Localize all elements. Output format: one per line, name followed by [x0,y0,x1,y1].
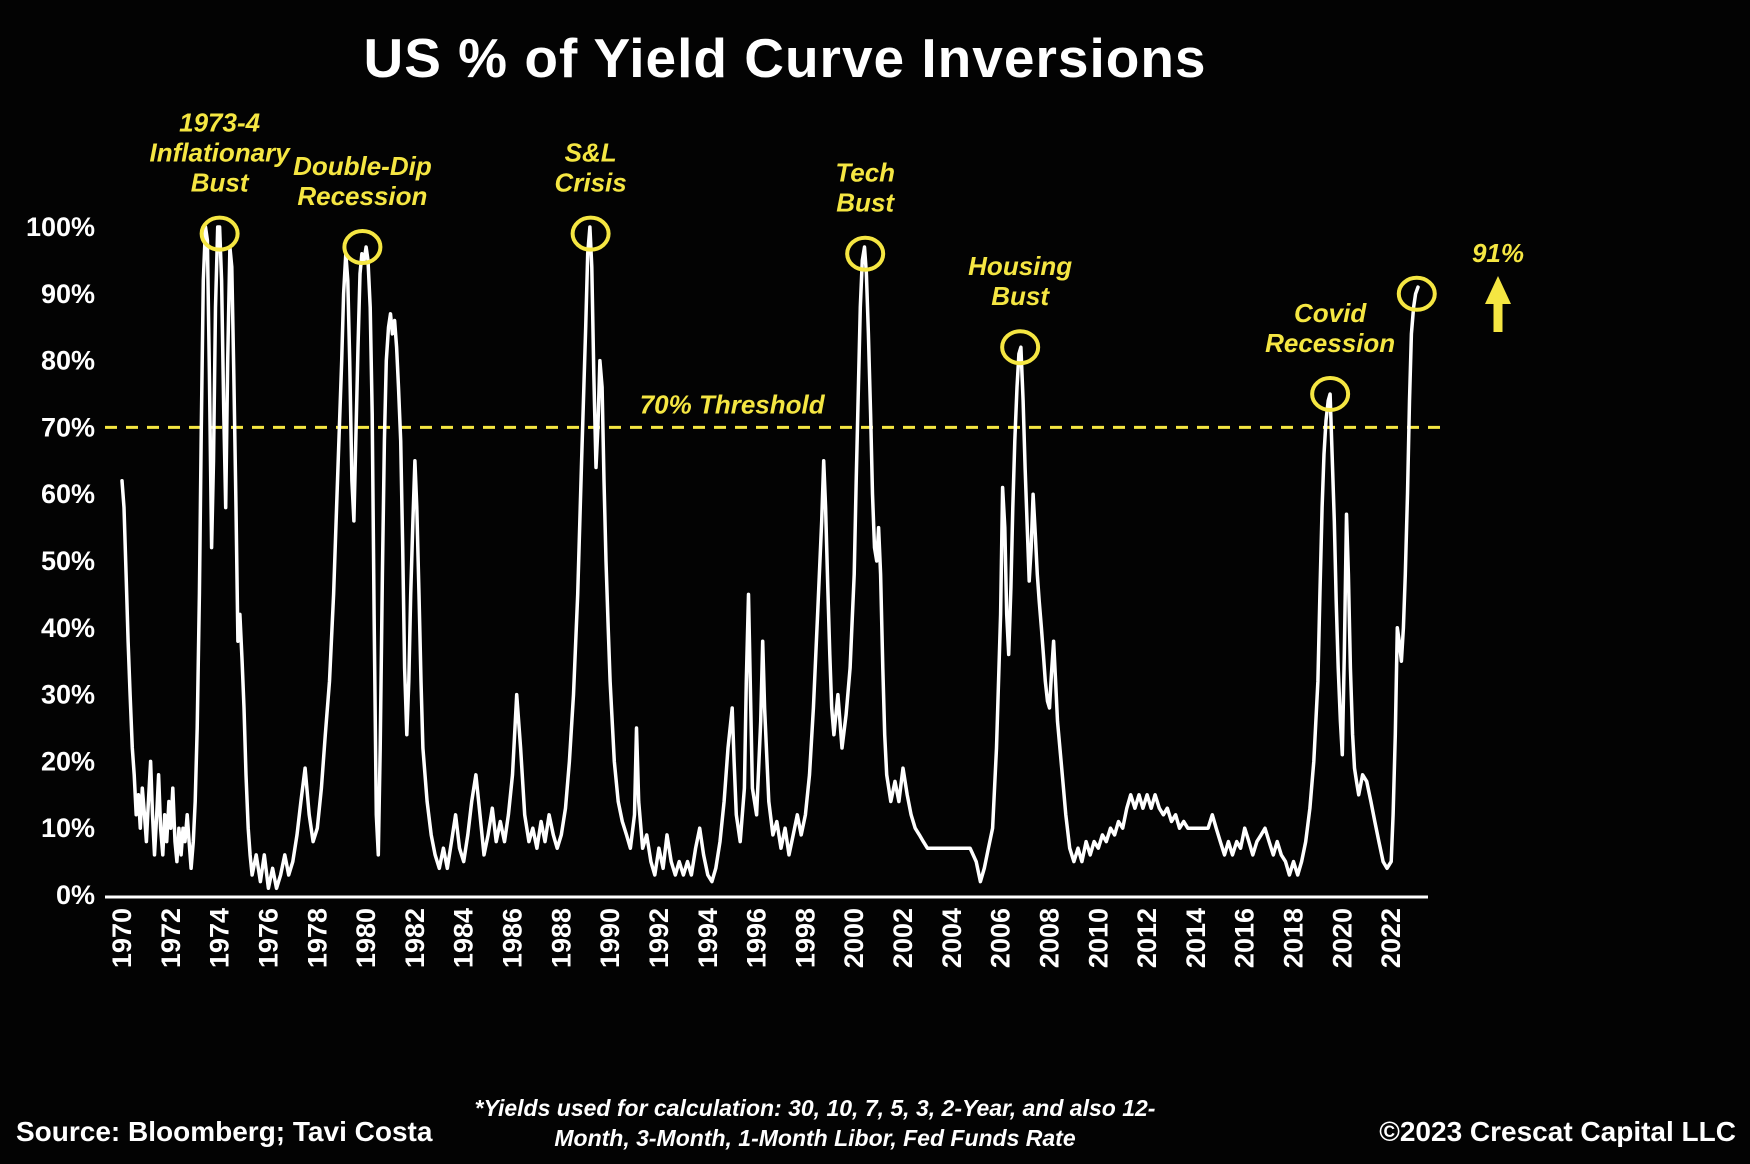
annotation-label: Inflationary [150,138,292,168]
y-tick-label: 40% [41,613,95,643]
annotation-label: Recession [297,181,427,211]
x-tick-label: 1978 [302,908,332,968]
annotation-label: Bust [991,281,1050,311]
annotation-label: Crisis [554,168,626,198]
x-tick-label: 1972 [156,908,186,968]
annotation-label: Bust [836,188,895,218]
annotation-label: Tech [835,158,895,188]
y-tick-label: 0% [56,880,95,910]
x-tick-label: 1976 [253,908,283,968]
x-tick-label: 1996 [742,908,772,968]
annotation-circle [1000,329,1041,366]
y-tick-label: 100% [26,212,95,242]
x-tick-label: 2014 [1181,908,1211,968]
x-tick-label: 2004 [937,908,967,968]
annotation-label: Covid [1294,298,1367,328]
annotation-circle [1396,275,1437,312]
annotation-label: Double-Dip [293,151,432,181]
y-tick-label: 60% [41,479,95,509]
footnote-line-1: *Yields used for calculation: 30, 10, 7,… [474,1095,1156,1122]
x-tick-label: 1984 [449,908,479,968]
x-tick-label: 1998 [790,908,820,968]
x-tick-label: 1980 [351,908,381,968]
annotation-circle [199,215,240,252]
latest-value-label: 91% [1472,238,1524,268]
x-tick-label: 1986 [498,908,528,968]
x-tick-label: 1988 [546,908,576,968]
y-tick-label: 20% [41,746,95,776]
up-arrow-icon [1485,276,1511,304]
annotation-circle [570,215,611,252]
y-tick-label: 90% [41,279,95,309]
x-tick-label: 2022 [1376,908,1406,968]
x-tick-label: 2012 [1132,908,1162,968]
annotation-label: Bust [191,168,250,198]
x-tick-label: 1982 [400,908,430,968]
y-tick-label: 50% [41,546,95,576]
calculation-footnote: *Yields used for calculation: 30, 10, 7,… [440,1094,1190,1154]
x-tick-label: 2006 [986,908,1016,968]
annotation-label: Housing [968,251,1072,281]
source-credit: Source: Bloomberg; Tavi Costa [16,1116,433,1147]
x-tick-label: 2008 [1034,908,1064,968]
annotation-label: Recession [1265,328,1395,358]
x-tick-label: 2016 [1230,908,1260,968]
y-tick-label: 10% [41,813,95,843]
x-tick-label: 2010 [1083,908,1113,968]
chart-title: US % of Yield Curve Inversions [363,27,1207,89]
y-tick-label: 70% [41,412,95,442]
x-tick-label: 1974 [205,908,235,968]
threshold-label: 70% Threshold [640,389,826,419]
inversion-percentage-line [120,225,1420,891]
copyright: ©2023 Crescat Capital LLC [1379,1116,1736,1147]
annotation-label: S&L [565,138,617,168]
x-tick-label: 1990 [595,908,625,968]
annotation-label: 1973-4 [179,108,260,138]
footnote-line-2: Month, 3-Month, 1-Month Libor, Fed Funds… [554,1125,1076,1152]
x-tick-label: 2018 [1279,908,1309,968]
x-tick-label: 2000 [839,908,869,968]
x-tick-label: 2020 [1327,908,1357,968]
x-tick-label: 1992 [644,908,674,968]
annotation-circle [342,229,383,266]
x-tick-label: 2002 [888,908,918,968]
annotation-circle [1310,376,1351,412]
x-tick-label: 1970 [107,908,137,968]
annotation-circle [845,235,886,272]
x-tick-label: 1994 [693,908,723,968]
y-tick-label: 30% [41,680,95,710]
y-tick-label: 80% [41,346,95,376]
